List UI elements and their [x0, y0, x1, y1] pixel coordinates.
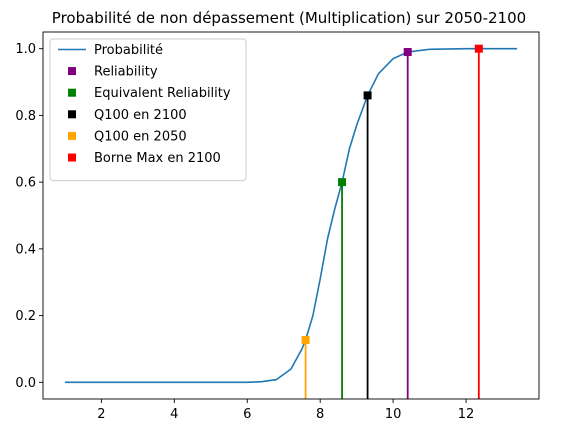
legend-label: Probabilité: [94, 43, 163, 58]
y-tick-label: 0.6: [15, 176, 36, 191]
chart-title: Probabilité de non dépassement (Multipli…: [52, 9, 526, 27]
y-tick-label: 1.0: [15, 42, 36, 57]
legend-label: Equivalent Reliability: [94, 86, 231, 101]
legend-marker: [68, 67, 76, 76]
marker-q100-en-2100: [363, 91, 372, 100]
legend-marker: [68, 110, 76, 119]
y-tick-label: 0.8: [15, 109, 36, 124]
x-tick-label: 6: [243, 407, 251, 422]
x-tick-label: 2: [97, 407, 105, 422]
y-tick-label: 0.2: [15, 309, 36, 324]
x-tick-label: 8: [316, 407, 324, 422]
legend-label: Q100 en 2050: [94, 129, 187, 144]
marker-reliability: [403, 48, 412, 57]
probability-curve: [64, 47, 518, 384]
legend-marker: [68, 88, 76, 97]
legend-label: Q100 en 2100: [94, 108, 187, 123]
x-tick-label: 10: [385, 407, 402, 422]
y-tick-label: 0.4: [15, 242, 36, 257]
legend-label: Reliability: [94, 65, 158, 80]
legend-label: Borne Max en 2100: [94, 151, 221, 166]
legend-marker: [68, 131, 76, 140]
marker-q100-en-2050: [301, 335, 310, 344]
marker-borne-max-en-2100: [474, 44, 483, 53]
legend-box: [49, 38, 247, 182]
y-tick-label: 0.0: [15, 376, 36, 391]
plot-frame: [42, 31, 540, 400]
marker-equivalent-reliability: [338, 178, 347, 187]
x-tick-label: 12: [458, 407, 475, 422]
legend-marker: [68, 153, 76, 162]
x-tick-label: 4: [170, 407, 178, 422]
